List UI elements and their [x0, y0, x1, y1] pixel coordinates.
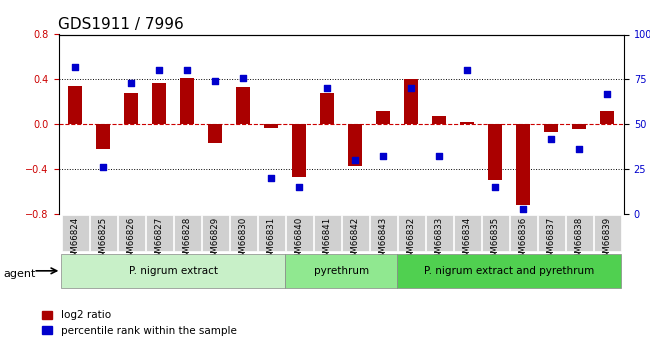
Point: [294, 184, 304, 190]
FancyBboxPatch shape: [314, 215, 341, 251]
Bar: [320, 93, 334, 124]
Point: [350, 157, 361, 163]
Point: [266, 175, 276, 181]
Text: GSM66843: GSM66843: [379, 217, 388, 264]
Text: GDS1911 / 7996: GDS1911 / 7996: [58, 17, 184, 32]
Text: GSM66832: GSM66832: [407, 217, 416, 264]
Text: GSM66828: GSM66828: [183, 217, 192, 264]
FancyBboxPatch shape: [370, 215, 396, 251]
Text: GSM66830: GSM66830: [239, 217, 248, 264]
Text: GSM66834: GSM66834: [463, 217, 472, 264]
Point: [126, 80, 136, 86]
Text: GSM66826: GSM66826: [127, 217, 136, 264]
Text: GSM66837: GSM66837: [547, 217, 556, 264]
Bar: [572, 124, 586, 129]
Bar: [376, 111, 390, 124]
FancyBboxPatch shape: [593, 215, 621, 251]
Bar: [208, 124, 222, 143]
Text: GSM66840: GSM66840: [294, 217, 304, 264]
Point: [154, 68, 164, 73]
Bar: [488, 124, 502, 180]
Bar: [292, 124, 306, 177]
FancyBboxPatch shape: [174, 215, 201, 251]
Point: [406, 86, 417, 91]
Bar: [96, 124, 110, 149]
Bar: [236, 87, 250, 124]
FancyBboxPatch shape: [62, 215, 89, 251]
Point: [462, 68, 473, 73]
FancyBboxPatch shape: [90, 215, 117, 251]
Point: [322, 86, 332, 91]
FancyBboxPatch shape: [454, 215, 480, 251]
Point: [434, 154, 445, 159]
Bar: [124, 93, 138, 124]
Text: GSM66835: GSM66835: [491, 217, 500, 264]
Bar: [516, 124, 530, 205]
Point: [546, 136, 556, 141]
Legend: log2 ratio, percentile rank within the sample: log2 ratio, percentile rank within the s…: [38, 306, 240, 340]
Text: GSM66842: GSM66842: [351, 217, 359, 264]
Text: GSM66829: GSM66829: [211, 217, 220, 264]
Bar: [432, 116, 447, 124]
FancyBboxPatch shape: [398, 215, 424, 251]
FancyBboxPatch shape: [285, 254, 397, 288]
Point: [574, 147, 584, 152]
FancyBboxPatch shape: [230, 215, 257, 251]
FancyBboxPatch shape: [510, 215, 537, 251]
FancyBboxPatch shape: [538, 215, 565, 251]
Text: GSM66831: GSM66831: [266, 217, 276, 264]
Point: [490, 184, 501, 190]
Bar: [348, 124, 362, 166]
Point: [518, 206, 528, 211]
Text: GSM66827: GSM66827: [155, 217, 164, 264]
Text: GSM66841: GSM66841: [323, 217, 332, 264]
Point: [98, 165, 109, 170]
FancyBboxPatch shape: [286, 215, 313, 251]
Text: P. nigrum extract and pyrethrum: P. nigrum extract and pyrethrum: [424, 266, 594, 276]
Text: GSM66836: GSM66836: [519, 217, 528, 264]
Bar: [544, 124, 558, 132]
Point: [378, 154, 389, 159]
FancyBboxPatch shape: [397, 254, 621, 288]
Text: GSM66838: GSM66838: [575, 217, 584, 264]
Text: pyrethrum: pyrethrum: [314, 266, 369, 276]
Bar: [180, 78, 194, 124]
Bar: [68, 86, 83, 124]
Text: GSM66824: GSM66824: [71, 217, 80, 264]
FancyBboxPatch shape: [426, 215, 452, 251]
Bar: [152, 83, 166, 124]
Point: [182, 68, 192, 73]
Point: [238, 75, 248, 80]
Text: GSM66839: GSM66839: [603, 217, 612, 264]
FancyBboxPatch shape: [146, 215, 173, 251]
FancyBboxPatch shape: [202, 215, 229, 251]
Point: [70, 64, 81, 70]
Text: GSM66825: GSM66825: [99, 217, 108, 264]
Bar: [404, 79, 418, 124]
Bar: [265, 124, 278, 128]
Point: [602, 91, 612, 97]
Bar: [600, 111, 614, 124]
FancyBboxPatch shape: [258, 215, 285, 251]
Text: P. nigrum extract: P. nigrum extract: [129, 266, 218, 276]
Text: GSM66833: GSM66833: [435, 217, 444, 264]
FancyBboxPatch shape: [566, 215, 593, 251]
Bar: [460, 122, 474, 124]
FancyBboxPatch shape: [482, 215, 509, 251]
FancyBboxPatch shape: [118, 215, 145, 251]
FancyBboxPatch shape: [61, 254, 285, 288]
Point: [210, 78, 220, 84]
Text: agent: agent: [3, 269, 36, 279]
FancyBboxPatch shape: [342, 215, 369, 251]
